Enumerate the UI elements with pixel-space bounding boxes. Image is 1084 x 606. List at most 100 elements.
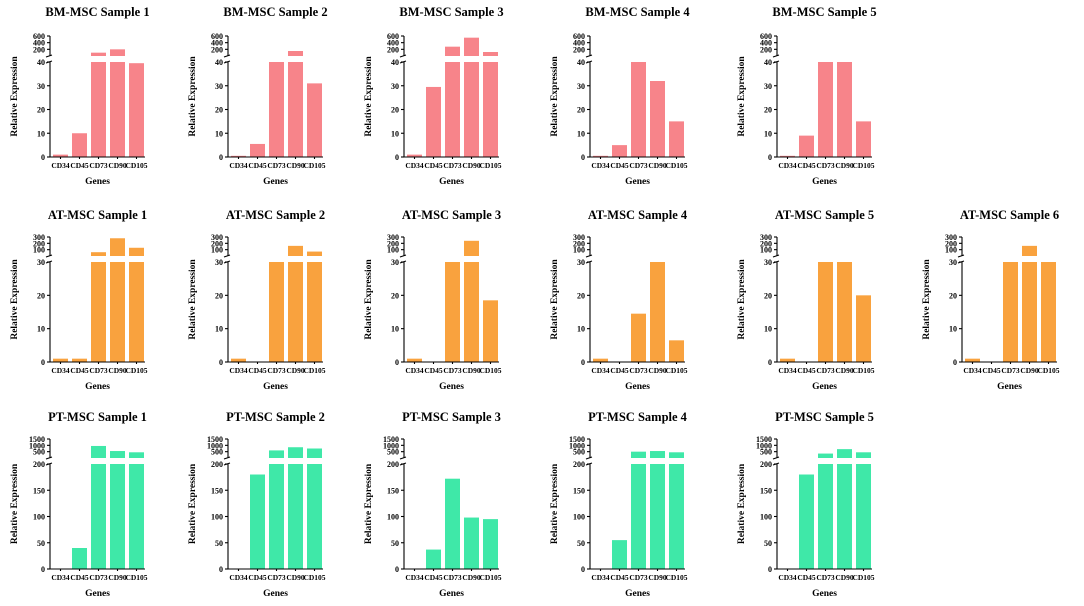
bar-cd45 <box>72 133 87 157</box>
chart-panel-14: PT-MSC Sample 3 Relative Expression Genes 0… <box>364 410 502 599</box>
y-tick-label: 300 <box>33 233 45 242</box>
bar-cd73-lower <box>269 464 284 569</box>
bar-cd105-upper <box>307 251 322 256</box>
bar-cd45 <box>426 549 441 569</box>
y-tick-label: 20 <box>764 291 772 300</box>
chart-title: PT-MSC Sample 3 <box>402 410 501 424</box>
y-tick-label: 0 <box>219 153 223 162</box>
x-tick-label-cd73: CD73 <box>816 161 835 170</box>
bar-cd90-lower <box>464 262 479 362</box>
axis-break-mark <box>399 54 407 58</box>
x-tick-label-cd45: CD45 <box>797 366 816 375</box>
y-tick-label: 10 <box>577 129 585 138</box>
chart-panel-3: BM-MSC Sample 3 Relative Expression Genes 0… <box>364 5 504 187</box>
x-tick-label-cd73: CD73 <box>816 366 835 375</box>
x-tick-label-cd105: CD105 <box>852 366 874 375</box>
x-tick-label-cd90: CD90 <box>108 573 127 582</box>
x-tick-label-cd73: CD73 <box>443 366 462 375</box>
chart-title: PT-MSC Sample 4 <box>588 410 688 424</box>
y-tick-label: 20 <box>391 291 399 300</box>
x-tick-label-cd34: CD34 <box>229 573 248 582</box>
x-tick-label-cd90: CD90 <box>648 366 667 375</box>
y-tick-label: 100 <box>387 513 399 522</box>
chart-panel-11: AT-MSC Sample 6 Relative Expression Genes 0… <box>922 208 1060 392</box>
chart-title: AT-MSC Sample 5 <box>775 208 874 222</box>
y-tick-label: 0 <box>219 565 223 574</box>
axes <box>399 438 499 571</box>
y-tick-label: 0 <box>219 358 223 367</box>
y-axis-label: Relative Expression <box>550 259 560 340</box>
y-tick-label: 500 <box>387 448 399 457</box>
x-tick-label-cd34: CD34 <box>51 573 70 582</box>
y-tick-label: 10 <box>37 325 45 334</box>
x-tick-label-cd34: CD34 <box>405 161 424 170</box>
y-tick-label: 300 <box>573 233 585 242</box>
x-tick-label-cd90: CD90 <box>108 161 127 170</box>
chart-panel-9: AT-MSC Sample 4 Relative Expression Genes 0… <box>550 208 688 392</box>
bar-cd105-upper <box>856 452 871 458</box>
bar-cd105-upper <box>129 247 144 256</box>
y-axis-label: Relative Expression <box>922 259 932 340</box>
bar-cd34 <box>593 155 608 157</box>
y-tick-label: 30 <box>215 258 223 267</box>
y-tick-label: 20 <box>577 291 585 300</box>
x-tick-label-cd90: CD90 <box>648 573 667 582</box>
y-tick-label: 600 <box>760 32 772 41</box>
x-tick-label-cd90: CD90 <box>462 366 481 375</box>
bar-cd105 <box>483 300 498 362</box>
y-tick-label: 20 <box>764 106 772 115</box>
bar-cd105-lower <box>483 62 498 157</box>
chart-title: BM-MSC Sample 3 <box>399 5 503 19</box>
bar-cd105-lower <box>307 464 322 569</box>
y-tick-label: 20 <box>949 291 957 300</box>
bar-cd73 <box>1003 262 1018 362</box>
y-tick-label: 0 <box>768 153 772 162</box>
y-tick-label: 1000 <box>756 441 772 450</box>
x-tick-label-cd45: CD45 <box>610 573 629 582</box>
bar-cd90 <box>650 81 665 157</box>
y-tick-label: 10 <box>577 325 585 334</box>
y-axis-label: Relative Expression <box>364 463 374 544</box>
bar-cd90-upper <box>288 245 303 256</box>
y-tick-label: 500 <box>573 448 585 457</box>
y-tick-label: 30 <box>764 258 772 267</box>
bar-cd90 <box>464 517 479 569</box>
y-tick-label: 100 <box>387 246 399 255</box>
bar-cd45 <box>612 540 627 569</box>
chart-panel-16: PT-MSC Sample 5 Relative Expression Genes 0… <box>737 410 875 599</box>
x-tick-label-cd90: CD90 <box>286 161 305 170</box>
y-tick-label: 40 <box>37 58 45 67</box>
y-axis-label: Relative Expression <box>10 259 20 340</box>
y-tick-label: 400 <box>573 39 585 48</box>
bar-cd73-lower <box>818 464 833 569</box>
bar-cd90-lower <box>110 262 125 362</box>
bar-cd45 <box>426 86 441 157</box>
x-tick-label-cd73: CD73 <box>89 366 108 375</box>
y-tick-label: 20 <box>215 291 223 300</box>
y-tick-label: 30 <box>391 258 399 267</box>
y-tick-label: 0 <box>581 153 585 162</box>
x-tick-label-cd34: CD34 <box>405 366 424 375</box>
bar-cd105 <box>856 121 871 157</box>
y-tick-label: 400 <box>760 39 772 48</box>
x-tick-label-cd105: CD105 <box>303 366 325 375</box>
axes <box>585 438 685 571</box>
x-tick-label-cd73: CD73 <box>629 573 648 582</box>
axes <box>772 35 872 159</box>
y-tick-label: 30 <box>577 258 585 267</box>
bar-cd90 <box>650 262 665 362</box>
y-tick-label: 30 <box>37 82 45 91</box>
x-tick-label-cd45: CD45 <box>70 366 89 375</box>
y-tick-label: 150 <box>211 486 223 495</box>
y-tick-label: 200 <box>573 239 585 248</box>
axis-break-mark <box>223 456 231 460</box>
bar-cd73-upper <box>91 52 106 56</box>
y-tick-label: 200 <box>760 239 772 248</box>
chart-panel-5: BM-MSC Sample 5 Relative Expression Genes 0… <box>737 5 877 187</box>
x-tick-label-cd90: CD90 <box>835 573 854 582</box>
y-tick-label: 0 <box>41 358 45 367</box>
axis-break-mark <box>772 254 780 258</box>
y-tick-label: 10 <box>764 129 772 138</box>
bar-cd90-upper <box>837 449 852 458</box>
x-tick-label-cd45: CD45 <box>424 161 443 170</box>
